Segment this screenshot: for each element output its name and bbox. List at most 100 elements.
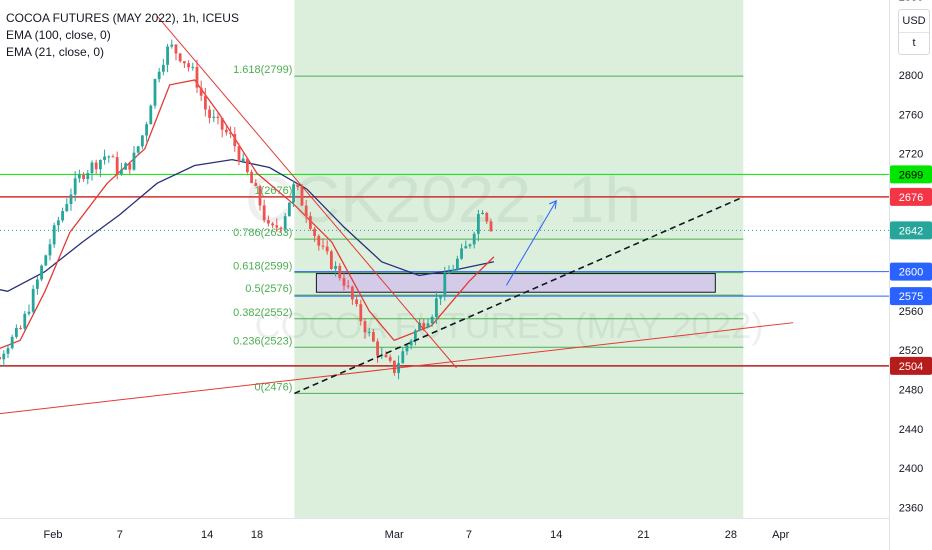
date-tick-label: 7: [466, 529, 472, 541]
price-badge-label: 2676: [899, 192, 923, 204]
candle-body: [334, 266, 337, 269]
candle-body: [325, 246, 329, 252]
candle-body: [170, 44, 174, 47]
candle-body: [245, 158, 249, 173]
candle-body: [426, 323, 430, 328]
candle-body: [443, 273, 447, 295]
candle-body: [363, 321, 367, 333]
trendline-ascending-support[interactable]: [0, 322, 794, 417]
candle-body: [229, 132, 232, 135]
candle-body: [140, 135, 144, 147]
candle-body: [40, 265, 43, 280]
supply-demand-box[interactable]: [315, 273, 716, 293]
candle-body: [422, 322, 426, 328]
watermark-name: COCOA FUTURES (MAY 2022): [255, 305, 764, 346]
fib-level-label: 0.5(2576): [245, 283, 292, 295]
candle-body: [300, 187, 304, 206]
candle-body: [292, 184, 295, 203]
candle-body: [90, 162, 94, 174]
candle-body: [275, 225, 279, 228]
candle-body: [145, 124, 148, 136]
candle-body: [413, 330, 417, 341]
candle-body: [464, 246, 468, 249]
trendline-dashed-projection[interactable]: [294, 196, 744, 395]
candle-body: [447, 272, 451, 274]
candle-body: [2, 353, 6, 360]
candle-body: [48, 244, 52, 256]
candle-body: [115, 157, 119, 174]
candle-body: [296, 184, 300, 188]
candle-body: [10, 336, 14, 349]
candle-body: [321, 245, 325, 247]
candle-body: [271, 223, 274, 226]
candle-body: [178, 53, 182, 62]
candle-body: [346, 285, 350, 287]
candle-body: [455, 258, 459, 270]
candle-body: [409, 340, 413, 346]
candle-body: [119, 169, 123, 174]
trendline-descending[interactable]: [156, 15, 457, 369]
date-tick-label: 28: [725, 529, 737, 541]
fib-level-label: 0.618(2599): [233, 261, 292, 273]
candle-body: [44, 255, 48, 266]
candle-body: [439, 294, 442, 299]
candle-body: [355, 299, 358, 305]
candle-body: [338, 266, 342, 279]
candle-body: [418, 322, 421, 331]
candle-body: [224, 129, 228, 133]
candle-body: [65, 204, 69, 212]
candle-body: [451, 269, 455, 273]
candle-body: [52, 225, 56, 245]
candle-body: [220, 117, 224, 130]
date-tick-label: Feb: [44, 529, 63, 541]
date-tick-label: Apr: [772, 529, 789, 541]
candle-body: [86, 173, 90, 179]
price-badge-label: 2699: [899, 169, 923, 181]
fib-level-label: 0.236(2523): [233, 335, 292, 347]
candle-body: [161, 64, 165, 72]
candle-body: [187, 63, 190, 68]
price-axis-border: [889, 0, 890, 550]
arrow-head: [549, 200, 557, 209]
legend-ema21: EMA (21, close, 0): [6, 45, 105, 59]
candle-body: [6, 348, 10, 354]
price-badge-label: 2575: [899, 291, 923, 303]
trendline-arrow-up[interactable]: [505, 200, 557, 286]
candle-body: [191, 66, 195, 68]
fib-projection-zone[interactable]: [294, 0, 744, 518]
candle-body: [212, 116, 216, 118]
candle-body: [233, 134, 237, 147]
candle-body: [166, 46, 169, 65]
price-tick-label: 2560: [899, 306, 923, 318]
candle-body: [182, 61, 186, 64]
candle-body: [128, 163, 132, 170]
candle-body: [14, 327, 18, 337]
candle-body: [392, 360, 396, 373]
candle-body: [23, 313, 27, 329]
date-tick-label: 7: [117, 529, 123, 541]
candle-body: [27, 311, 31, 314]
candle-body: [254, 183, 258, 187]
ema-21-line[interactable]: [0, 79, 495, 350]
currency-button[interactable]: USD: [899, 10, 929, 33]
candle-body: [208, 109, 211, 118]
candle-body: [124, 163, 127, 170]
price-tick-label: 2520: [899, 345, 923, 357]
scale-toggle-button[interactable]: t: [912, 37, 916, 49]
price-tick-label: 2480: [899, 385, 923, 397]
candle-body: [136, 146, 140, 153]
date-tick-label: Mar: [385, 529, 404, 541]
candle-body: [199, 87, 203, 96]
candle-body: [304, 205, 308, 217]
candle-body: [283, 216, 287, 229]
price-badge-label: 2504: [899, 361, 923, 373]
fib-level-label: 0.786(2633): [233, 227, 292, 239]
candle-body: [111, 156, 115, 158]
candle-body: [359, 304, 363, 322]
price-badge: [890, 287, 932, 306]
candle-body: [481, 212, 484, 215]
time-axis-border: [0, 518, 889, 519]
chart-legend: COCOA FUTURES (MAY 2022), 1h, ICEUS EMA …: [6, 10, 239, 61]
